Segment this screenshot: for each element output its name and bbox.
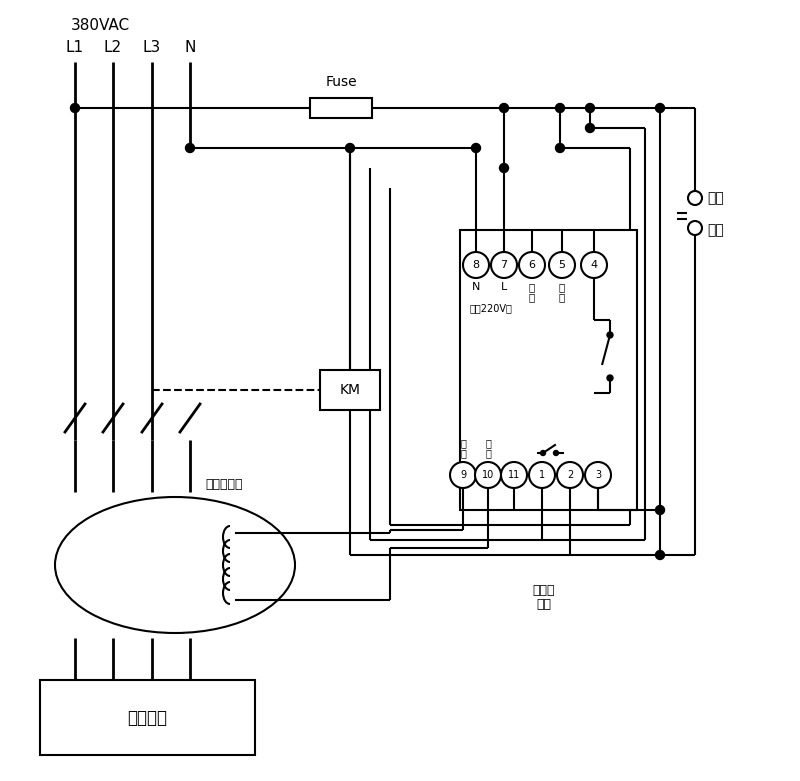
- Circle shape: [519, 252, 545, 278]
- Text: 3: 3: [595, 470, 601, 480]
- Circle shape: [186, 144, 194, 152]
- Text: 5: 5: [558, 260, 566, 270]
- Circle shape: [475, 462, 501, 488]
- Text: N: N: [184, 41, 196, 55]
- Circle shape: [549, 252, 575, 278]
- Circle shape: [450, 462, 476, 488]
- Text: 零序互感器: 零序互感器: [205, 479, 242, 491]
- Text: L2: L2: [104, 41, 122, 55]
- Circle shape: [655, 551, 665, 559]
- Text: 号: 号: [485, 448, 491, 458]
- FancyBboxPatch shape: [460, 230, 637, 510]
- Text: 验: 验: [529, 292, 535, 302]
- Text: 9: 9: [460, 470, 466, 480]
- FancyBboxPatch shape: [40, 680, 255, 755]
- Text: 用户设备: 用户设备: [127, 708, 167, 726]
- Circle shape: [557, 462, 583, 488]
- Circle shape: [655, 104, 665, 112]
- FancyBboxPatch shape: [310, 98, 372, 118]
- Text: 信: 信: [460, 438, 466, 448]
- Circle shape: [346, 144, 354, 152]
- Ellipse shape: [55, 497, 295, 633]
- Circle shape: [655, 505, 665, 515]
- Circle shape: [586, 123, 594, 133]
- FancyBboxPatch shape: [320, 370, 380, 410]
- Circle shape: [529, 462, 555, 488]
- Text: 号: 号: [460, 448, 466, 458]
- Text: 试: 试: [559, 282, 565, 292]
- Circle shape: [581, 252, 607, 278]
- Circle shape: [541, 451, 546, 455]
- Text: 报警: 报警: [537, 597, 551, 611]
- Text: 7: 7: [501, 260, 507, 270]
- Circle shape: [501, 462, 527, 488]
- Text: 试: 试: [529, 282, 535, 292]
- Circle shape: [499, 163, 509, 173]
- Text: 验: 验: [559, 292, 565, 302]
- Circle shape: [554, 451, 558, 455]
- Text: KM: KM: [339, 383, 361, 397]
- Circle shape: [499, 104, 509, 112]
- Circle shape: [471, 144, 481, 152]
- Text: 8: 8: [473, 260, 479, 270]
- Circle shape: [463, 252, 489, 278]
- Circle shape: [70, 104, 79, 112]
- Text: 开关: 开关: [707, 223, 724, 237]
- Circle shape: [688, 221, 702, 235]
- Circle shape: [491, 252, 517, 278]
- Text: L3: L3: [143, 41, 161, 55]
- Text: 1: 1: [539, 470, 545, 480]
- Text: Fuse: Fuse: [325, 75, 357, 89]
- Circle shape: [555, 144, 565, 152]
- Circle shape: [607, 375, 613, 381]
- Circle shape: [688, 191, 702, 205]
- Circle shape: [607, 332, 613, 338]
- Circle shape: [585, 462, 611, 488]
- Text: 电源220V～: 电源220V～: [470, 303, 513, 313]
- Text: L1: L1: [66, 41, 84, 55]
- Text: 6: 6: [529, 260, 535, 270]
- Text: 接声光: 接声光: [533, 583, 555, 597]
- Text: 4: 4: [590, 260, 598, 270]
- Text: L: L: [501, 282, 507, 292]
- Text: 自锁: 自锁: [707, 191, 724, 205]
- Text: 2: 2: [567, 470, 573, 480]
- Text: 信: 信: [485, 438, 491, 448]
- Circle shape: [555, 104, 565, 112]
- Text: 380VAC: 380VAC: [70, 17, 130, 33]
- Circle shape: [586, 104, 594, 112]
- Text: 10: 10: [482, 470, 494, 480]
- Text: 11: 11: [508, 470, 520, 480]
- Text: N: N: [472, 282, 480, 292]
